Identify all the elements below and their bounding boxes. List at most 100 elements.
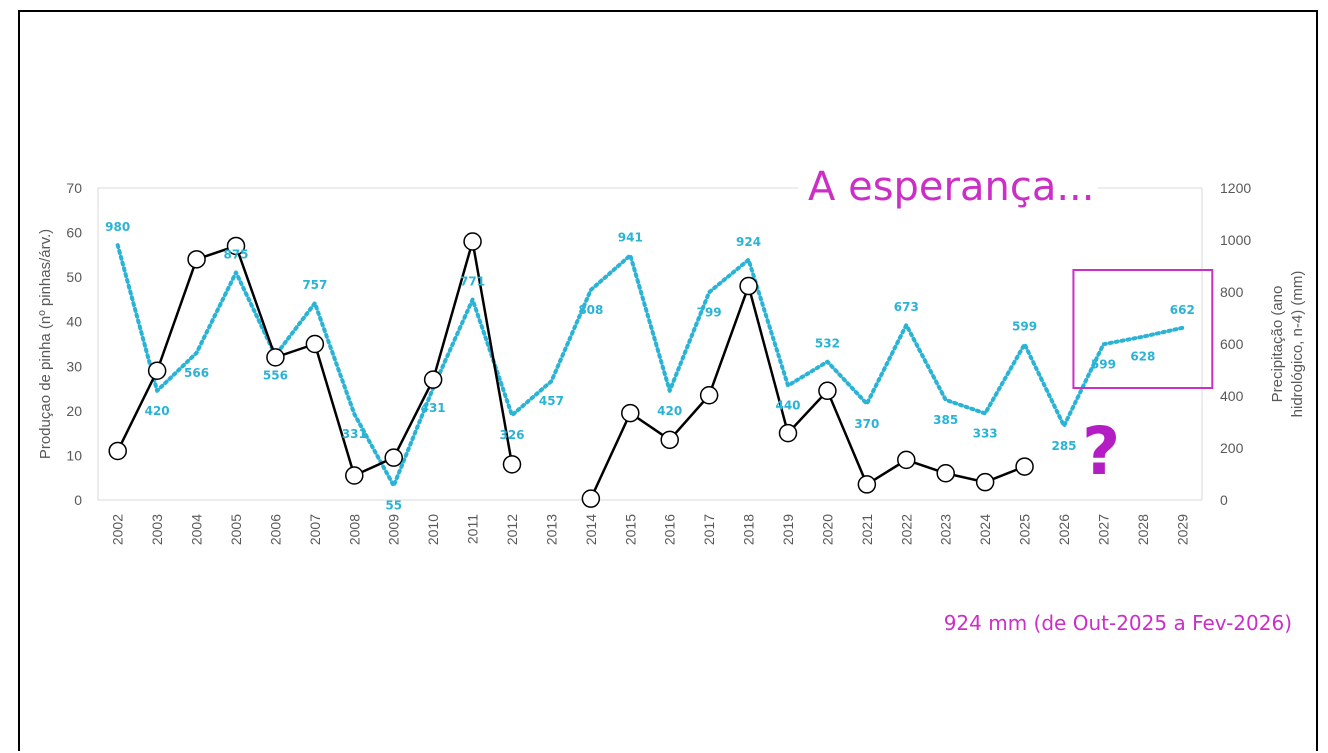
- production-point: [108, 441, 127, 461]
- precipitation-data-label: 333: [973, 426, 998, 440]
- precipitation-data-label: 385: [933, 413, 958, 427]
- precipitation-data-label: 941: [618, 230, 643, 244]
- right-axis-tick-label: 400: [1220, 388, 1244, 404]
- precipitation-data-label: 757: [302, 278, 327, 292]
- precipitation-data-label: 599: [1091, 357, 1116, 371]
- left-axis-tick-label: 70: [66, 180, 82, 196]
- precipitation-data-label: 457: [539, 394, 564, 408]
- production-point: [305, 334, 325, 354]
- precipitation-data-label: 420: [657, 404, 682, 418]
- precipitation-data-label: 326: [499, 428, 524, 442]
- production-point: [226, 236, 246, 256]
- production-point: [660, 430, 679, 450]
- production-point: [621, 403, 640, 423]
- precipitation-data-label: 420: [145, 404, 170, 418]
- production-point: [778, 423, 798, 443]
- production-point: [581, 489, 601, 508]
- right-axis-tick-label: 0: [1220, 492, 1228, 508]
- right-axis-tick-label: 200: [1220, 440, 1244, 456]
- x-axis-tick-label: 2009: [386, 514, 402, 545]
- precipitation-data-label: 799: [697, 305, 722, 319]
- right-axis-tick-label: 1200: [1220, 180, 1251, 196]
- production-point: [1015, 457, 1034, 476]
- precipitation-series-line: [115, 243, 1185, 488]
- precipitation-data-label: 673: [894, 300, 919, 314]
- right-axis-tick-label: 600: [1220, 336, 1244, 352]
- left-axis-tick-label: 40: [66, 314, 82, 330]
- precipitation-data-label: 532: [815, 337, 840, 351]
- x-axis-tick-label: 2014: [583, 514, 599, 545]
- x-axis-tick-label: 2023: [938, 514, 954, 545]
- x-axis-tick-label: 2004: [189, 514, 205, 545]
- x-axis-tick-label: 2021: [859, 514, 875, 545]
- production-point: [423, 370, 443, 389]
- right-axis-title-line1: Precipitação (ano: [1269, 286, 1286, 403]
- left-axis-tick-label: 30: [66, 358, 82, 374]
- production-point: [345, 466, 364, 485]
- production-point: [739, 276, 758, 296]
- x-axis-tick-label: 2022: [898, 514, 914, 545]
- x-axis-tick-label: 2018: [741, 514, 757, 545]
- x-axis-tick-label: 2002: [110, 514, 126, 545]
- x-axis-tick-label: 2011: [465, 514, 481, 544]
- x-axis-tick-label: 2013: [543, 514, 559, 545]
- headline-background: [798, 162, 1098, 212]
- right-axis-title-line2: hidrológico, n-4) (mm): [1289, 271, 1306, 418]
- x-axis-tick-label: 2006: [267, 514, 283, 545]
- right-axis-tick-label: 800: [1220, 284, 1244, 300]
- x-axis-tick-label: 2010: [425, 514, 441, 545]
- x-axis-tick-label: 2026: [1056, 514, 1072, 545]
- precipitation-data-label: 55: [385, 499, 402, 513]
- forecast-highlight-box: [1072, 269, 1214, 389]
- production-point: [384, 448, 403, 467]
- left-axis-tick-label: 50: [66, 269, 82, 285]
- precipitation-data-label: 771: [460, 275, 485, 289]
- x-axis-tick-label: 2025: [1017, 514, 1033, 545]
- x-axis-tick-label: 2024: [977, 514, 993, 545]
- production-point: [266, 348, 285, 367]
- production-point: [818, 381, 837, 401]
- production-point: [187, 250, 206, 269]
- precipitation-data-label: 331: [342, 427, 367, 441]
- precipitation-data-label: 440: [775, 399, 800, 413]
- precipitation-data-label: 980: [105, 220, 130, 234]
- left-axis-tick-label: 10: [66, 447, 82, 463]
- production-series-line: [589, 284, 1026, 500]
- precipitation-data-label: 370: [854, 417, 879, 431]
- slide-frame: 0 10 20 30 40 50 60 70 0 200 400 600 800 1000 1200 2002…: [18, 10, 1318, 751]
- x-axis-tick-label: 2015: [622, 514, 638, 545]
- x-axis-tick-label: 2028: [1135, 514, 1151, 545]
- production-point: [147, 361, 167, 380]
- x-axis-tick-label: 2005: [228, 514, 244, 545]
- x-axis-tick-label: 2016: [662, 514, 678, 545]
- precipitation-data-label: 556: [263, 368, 288, 382]
- precipitation-data-label: 662: [1170, 303, 1195, 317]
- left-axis-title: Produçao de pinha (nº pinhas/árv.): [37, 229, 54, 459]
- production-precipitation-chart: 0 10 20 30 40 50 60 70 0 200 400 600 800 1000 1200 2002…: [37, 162, 1306, 635]
- x-axis-tick-label: 2012: [504, 514, 520, 545]
- right-axis-tick-label: 1000: [1220, 232, 1251, 248]
- question-mark: ?: [1082, 413, 1120, 490]
- left-axis-tick-label: 0: [74, 492, 82, 508]
- x-axis-tick-label: 2017: [701, 514, 717, 545]
- precipitation-data-label: 808: [578, 303, 603, 317]
- production-point: [936, 464, 955, 483]
- production-series-line: [116, 240, 514, 477]
- x-axis-tick-label: 2027: [1095, 514, 1111, 545]
- precipitation-data-label: 875: [223, 248, 248, 262]
- precipitation-data-label: 628: [1130, 350, 1155, 364]
- precipitation-data-label: 431: [421, 401, 446, 415]
- headline-text: A esperança...: [808, 164, 1094, 210]
- precipitation-data-label: 599: [1012, 319, 1037, 333]
- precipitation-data-label: 924: [736, 235, 761, 249]
- plot-area-border: [97, 187, 1203, 501]
- footnote-text: 924 mm (de Out-2025 a Fev-2026): [944, 611, 1292, 635]
- production-point: [463, 232, 482, 251]
- x-axis-tick-label: 2007: [307, 514, 323, 545]
- production-point: [502, 455, 522, 474]
- production-point: [857, 475, 877, 494]
- x-axis-tick-label: 2029: [1174, 514, 1190, 545]
- production-point: [975, 472, 995, 492]
- x-axis-tick-label: 2019: [780, 514, 796, 545]
- precipitation-data-label: 566: [184, 366, 209, 380]
